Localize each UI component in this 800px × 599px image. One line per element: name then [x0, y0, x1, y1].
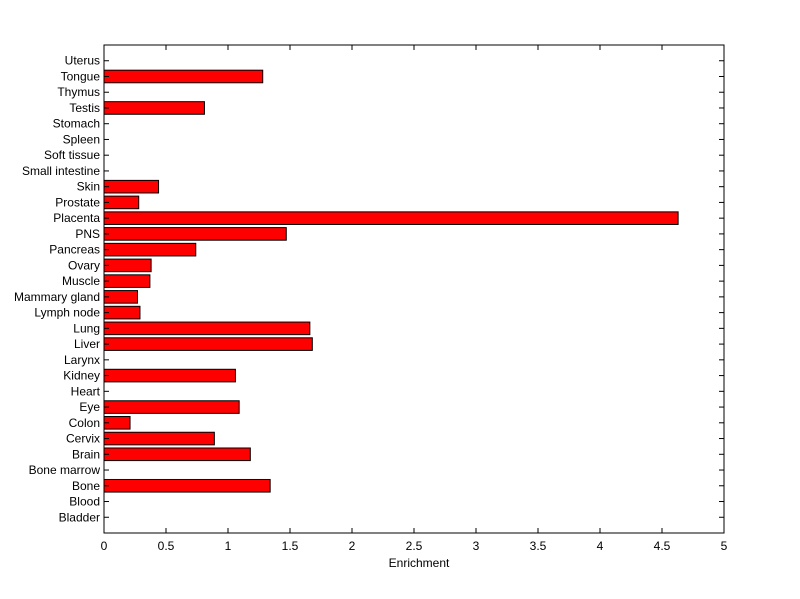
- y-tick-label: Stomach: [53, 117, 100, 131]
- bar-liver: [103, 337, 313, 351]
- y-tick-label: Kidney: [63, 369, 100, 383]
- y-tick-label: Lymph node: [34, 306, 100, 320]
- y-tick-label: Pancreas: [49, 243, 100, 257]
- y-tick-label: Blood: [69, 495, 100, 509]
- y-tick-label: Tongue: [61, 69, 101, 83]
- y-tick-label: Ovary: [68, 258, 100, 272]
- bar-testis: [103, 101, 205, 115]
- x-tick-label: 3.5: [530, 539, 547, 553]
- x-tick-label: 2: [349, 539, 356, 553]
- y-tick-label: Colon: [69, 416, 100, 430]
- bar-lung: [103, 321, 311, 336]
- bar-kidney: [103, 368, 236, 383]
- bar-tongue: [103, 69, 264, 84]
- y-tick-label: Mammary gland: [14, 290, 100, 304]
- x-tick-label: 4.5: [654, 539, 671, 553]
- y-tick-label: Testis: [69, 101, 100, 115]
- y-tick-label: Heart: [71, 384, 101, 398]
- y-tick-label: Muscle: [62, 274, 100, 288]
- bar-bone: [103, 478, 271, 493]
- x-tick-label: 1.5: [282, 539, 299, 553]
- y-tick-label: Soft tissue: [44, 148, 100, 162]
- y-tick-label: PNS: [75, 227, 100, 241]
- bar-prostate: [103, 195, 140, 210]
- y-tick-label: Eye: [79, 400, 100, 414]
- y-tick-label: Bone: [72, 479, 100, 493]
- y-tick-label: Bladder: [59, 510, 100, 524]
- y-tick-label: Spleen: [63, 132, 100, 146]
- y-tick-label: Small intestine: [22, 164, 100, 178]
- bar-muscle: [103, 274, 151, 288]
- x-tick-label: 3: [473, 539, 480, 553]
- y-tick-label: Larynx: [64, 353, 100, 367]
- y-tick-label: Placenta: [53, 211, 100, 225]
- y-tick-label: Prostate: [55, 195, 100, 209]
- y-tick-label: Thymus: [57, 85, 100, 99]
- bar-eye: [103, 400, 240, 414]
- x-tick-label: 0: [101, 539, 108, 553]
- y-tick-label: Cervix: [66, 432, 100, 446]
- x-tick-label: 4: [597, 539, 604, 553]
- bar-ovary: [103, 258, 152, 273]
- y-tick-label: Skin: [77, 180, 100, 194]
- y-tick-label: Bone marrow: [29, 463, 101, 477]
- y-tick-label: Brain: [72, 447, 100, 461]
- ticks-layer: [103, 45, 725, 533]
- bar-mammary-gland: [103, 290, 138, 304]
- bar-placenta: [103, 211, 679, 225]
- bar-skin: [103, 179, 160, 194]
- bar-cervix: [103, 431, 215, 446]
- x-tick-label: 5: [721, 539, 728, 553]
- y-tick-label: Lung: [73, 321, 100, 335]
- y-tick-label: Uterus: [65, 54, 100, 68]
- bar-lymph-node: [103, 305, 141, 320]
- bar-pancreas: [103, 242, 197, 257]
- bars-layer: [103, 69, 679, 493]
- bar-pns: [103, 227, 287, 241]
- x-axis-label: Enrichment: [389, 556, 450, 570]
- y-tick-label: Liver: [74, 337, 100, 351]
- bar-brain: [103, 447, 251, 462]
- x-tick-label: 0.5: [158, 539, 175, 553]
- x-tick-label: 1: [225, 539, 232, 553]
- x-tick-label: 2.5: [406, 539, 423, 553]
